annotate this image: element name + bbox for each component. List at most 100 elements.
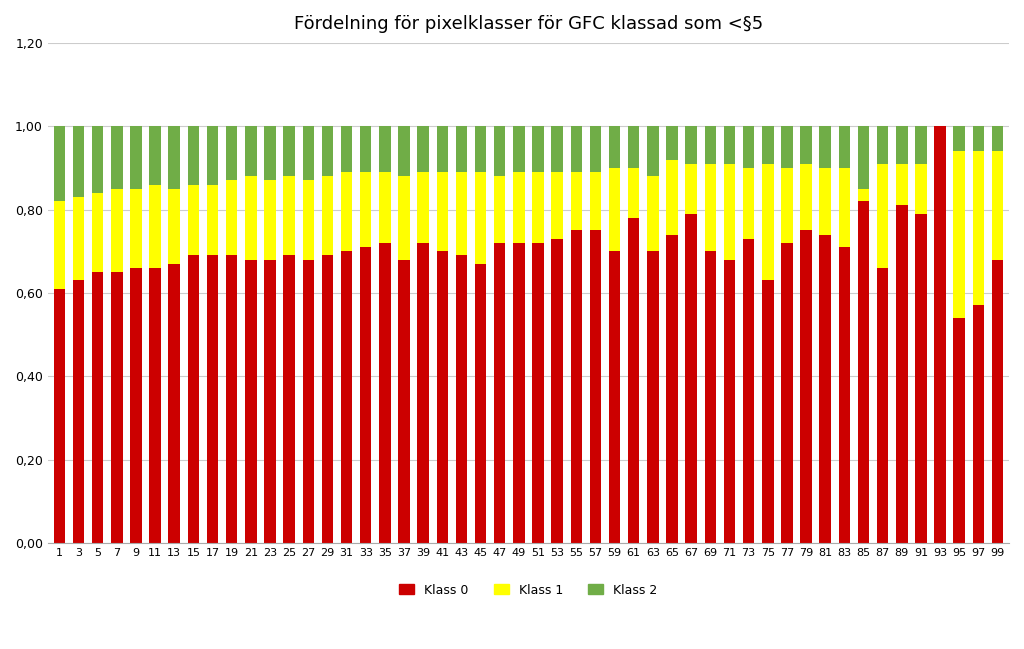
Bar — [111, 189, 123, 272]
Bar — [187, 126, 199, 184]
Bar — [705, 251, 716, 543]
Bar — [973, 306, 984, 543]
Bar — [169, 263, 180, 543]
Bar — [992, 260, 1004, 543]
Bar — [819, 168, 830, 234]
Bar — [685, 214, 697, 543]
Bar — [590, 230, 601, 543]
Legend: Klass 0, Klass 1, Klass 2: Klass 0, Klass 1, Klass 2 — [394, 578, 663, 602]
Bar — [187, 255, 199, 543]
Bar — [284, 126, 295, 177]
Bar — [264, 180, 275, 260]
Bar — [934, 126, 946, 543]
Bar — [762, 164, 773, 280]
Bar — [494, 177, 506, 243]
Bar — [226, 255, 238, 543]
Bar — [551, 126, 563, 172]
Bar — [590, 126, 601, 172]
Bar — [302, 126, 314, 180]
Bar — [628, 126, 639, 168]
Bar — [762, 280, 773, 543]
Bar — [570, 230, 582, 543]
Bar — [819, 126, 830, 168]
Bar — [150, 126, 161, 184]
Bar — [322, 177, 333, 255]
Bar — [53, 289, 66, 543]
Bar — [742, 239, 755, 543]
Bar — [73, 197, 84, 280]
Bar — [877, 164, 889, 268]
Bar — [111, 272, 123, 543]
Bar — [92, 272, 103, 543]
Bar — [379, 243, 390, 543]
Bar — [513, 172, 524, 243]
Bar — [341, 251, 352, 543]
Bar — [456, 126, 467, 172]
Bar — [896, 126, 907, 164]
Bar — [551, 172, 563, 239]
Bar — [398, 260, 410, 543]
Bar — [398, 177, 410, 260]
Bar — [724, 260, 735, 543]
Bar — [150, 268, 161, 543]
Bar — [685, 126, 697, 164]
Bar — [475, 126, 486, 172]
Bar — [801, 164, 812, 230]
Bar — [418, 172, 429, 243]
Bar — [322, 255, 333, 543]
Bar — [647, 251, 658, 543]
Bar — [532, 243, 544, 543]
Bar — [226, 180, 238, 255]
Bar — [475, 172, 486, 263]
Bar — [436, 251, 449, 543]
Bar — [839, 126, 850, 168]
Bar — [953, 126, 965, 151]
Bar — [245, 177, 257, 260]
Bar — [839, 247, 850, 543]
Bar — [53, 126, 66, 201]
Bar — [284, 177, 295, 255]
Bar — [207, 255, 218, 543]
Bar — [284, 255, 295, 543]
Bar — [915, 164, 927, 214]
Bar — [992, 126, 1004, 151]
Bar — [628, 218, 639, 543]
Bar — [532, 172, 544, 243]
Bar — [341, 172, 352, 251]
Bar — [724, 164, 735, 260]
Bar — [781, 126, 793, 168]
Bar — [705, 126, 716, 164]
Bar — [418, 243, 429, 543]
Bar — [915, 126, 927, 164]
Bar — [801, 230, 812, 543]
Bar — [360, 172, 372, 247]
Bar — [418, 126, 429, 172]
Bar — [877, 268, 889, 543]
Bar — [264, 260, 275, 543]
Bar — [379, 172, 390, 243]
Bar — [724, 126, 735, 164]
Bar — [398, 126, 410, 177]
Bar — [973, 126, 984, 151]
Bar — [819, 234, 830, 543]
Bar — [475, 263, 486, 543]
Bar — [953, 151, 965, 318]
Bar — [207, 184, 218, 255]
Bar — [207, 126, 218, 184]
Bar — [590, 172, 601, 230]
Bar — [513, 126, 524, 172]
Bar — [609, 126, 621, 168]
Bar — [130, 189, 141, 268]
Bar — [742, 168, 755, 239]
Bar — [264, 126, 275, 180]
Bar — [953, 318, 965, 543]
Bar — [858, 126, 869, 189]
Bar — [877, 126, 889, 164]
Bar — [360, 126, 372, 172]
Bar — [92, 126, 103, 193]
Bar — [302, 180, 314, 260]
Bar — [685, 164, 697, 214]
Bar — [781, 168, 793, 243]
Bar — [436, 172, 449, 251]
Bar — [628, 168, 639, 218]
